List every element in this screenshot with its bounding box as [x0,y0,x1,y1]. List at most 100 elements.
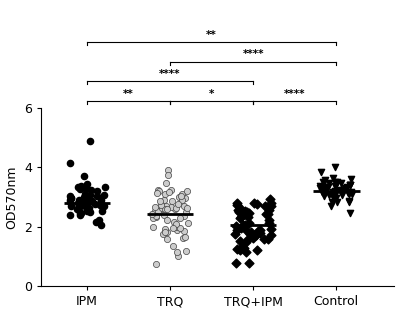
Point [237,207,244,212]
Point [246,261,253,266]
Point [268,201,274,206]
Point [92,202,98,207]
Point [316,183,323,188]
Point [346,192,352,197]
Point [66,193,73,198]
Point [337,188,343,193]
Point [268,203,274,208]
Point [237,216,243,221]
Point [67,198,73,203]
Point [234,203,241,208]
Point [94,194,100,199]
Point [321,188,327,193]
Point [321,177,328,182]
Point [88,187,94,192]
Point [179,198,185,203]
Point [76,203,83,208]
Point [181,203,187,208]
Point [86,209,93,214]
Point [168,204,174,209]
Point [243,240,249,245]
Point [85,197,91,202]
Point [172,206,178,211]
Point [329,200,336,205]
Point [82,192,88,197]
Point [74,200,81,205]
Point [81,195,88,200]
Point [176,195,182,200]
Point [76,187,83,192]
Point [321,192,327,197]
Point [93,220,100,225]
Point [81,173,87,178]
Point [248,229,254,234]
Point [161,213,167,218]
Point [162,226,168,231]
Point [346,182,353,187]
Point [345,191,352,196]
Point [171,219,177,225]
Point [182,210,189,215]
Point [87,193,94,198]
Point [233,223,239,228]
Point [78,211,84,216]
Point [98,208,105,213]
Point [159,206,165,211]
Point [174,227,181,232]
Point [268,227,274,232]
Point [74,206,81,211]
Point [86,205,92,210]
Point [177,225,183,230]
Point [241,245,248,250]
Point [156,188,162,193]
Point [164,237,170,242]
Point [162,191,168,196]
Point [82,204,88,209]
Point [245,237,251,242]
Point [152,209,158,214]
Point [77,213,83,218]
Point [101,204,108,209]
Point [149,212,155,217]
Text: **: ** [206,30,217,40]
Point [319,190,326,195]
Point [246,211,252,216]
Point [173,221,179,226]
Point [176,215,183,220]
Point [170,244,176,249]
Point [322,189,328,194]
Point [332,183,338,188]
Point [154,188,161,193]
Point [333,195,339,200]
Point [164,217,170,222]
Point [246,220,252,225]
Point [338,191,345,196]
Point [175,254,182,259]
Point [250,235,256,240]
Point [175,202,181,207]
Point [161,198,168,203]
Point [234,228,240,233]
Point [263,212,270,217]
Point [237,239,243,244]
Point [318,169,324,174]
Point [346,199,352,204]
Point [232,261,239,266]
Point [235,209,242,214]
Point [184,189,190,194]
Point [98,197,104,202]
Point [330,175,336,180]
Point [101,192,108,198]
Point [84,181,90,186]
Point [98,222,104,227]
Point [184,205,190,210]
Point [153,261,159,266]
Point [150,224,157,229]
Point [87,199,93,204]
Point [342,186,348,191]
Point [183,248,190,253]
Point [347,182,354,187]
Point [181,214,188,219]
Point [167,188,174,193]
Y-axis label: OD570nm: OD570nm [6,165,18,229]
